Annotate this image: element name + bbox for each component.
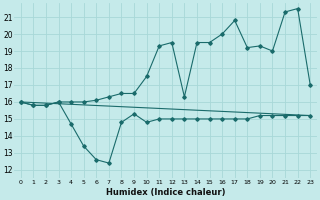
X-axis label: Humidex (Indice chaleur): Humidex (Indice chaleur)	[106, 188, 225, 197]
